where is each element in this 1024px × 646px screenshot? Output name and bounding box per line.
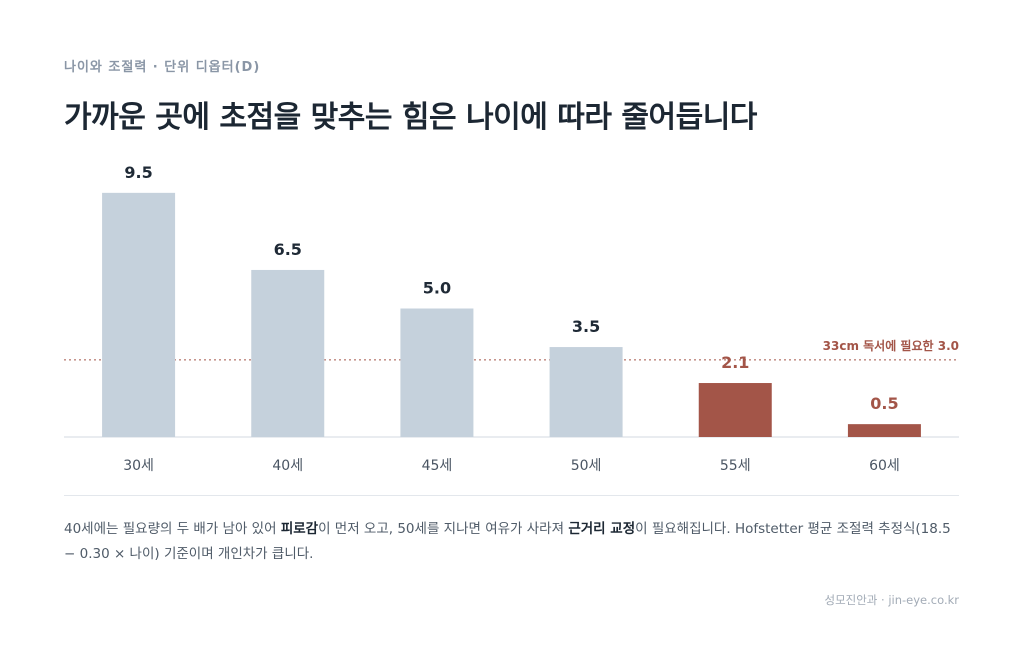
reference-line-label: 33cm 독서에 필요한 3.0	[823, 338, 959, 353]
x-tick-label: 45세	[422, 458, 453, 474]
note-text-3: 이 필요해집니다. Hofstetter 평균 조절력 추정식(18.5 − 0…	[64, 521, 951, 562]
note-emphasis-fatigue: 피로감	[280, 521, 319, 537]
x-tick-label: 55세	[720, 458, 751, 474]
bar-value-label: 2.1	[721, 353, 749, 372]
bar	[698, 383, 772, 437]
bar-value-label: 6.5	[274, 240, 302, 259]
x-tick-label: 50세	[571, 458, 602, 474]
bar-chart: 33cm 독서에 필요한 3.0 9.5 30세 6.5 40세 5.0 45세 3.5 50세…	[64, 163, 959, 474]
note-text-1: 40세에는 필요량의 두 배가 남아 있어	[64, 521, 281, 537]
x-tick-label: 60세	[869, 458, 900, 474]
chart-note: 40세에는 필요량의 두 배가 남아 있어 피로감이 먼저 오고, 50세를 지…	[64, 517, 964, 567]
bar-value-label: 9.5	[124, 163, 152, 182]
bar	[847, 424, 921, 437]
bar-value-label: 3.5	[572, 317, 600, 336]
chart-eyebrow: 나이와 조절력 · 단위 디옵터(D)	[64, 60, 261, 75]
bar-value-label: 5.0	[423, 279, 451, 298]
bar	[251, 269, 325, 437]
bar	[102, 192, 176, 437]
note-text-2: 이 먼저 오고, 50세를 지나면 여유가 사라져	[318, 521, 569, 537]
x-tick-label: 40세	[272, 458, 303, 474]
chart-title: 가까운 곳에 초점을 맞추는 힘은 나이에 따라 줄어듭니다	[64, 100, 757, 135]
bar-value-label: 0.5	[870, 394, 898, 413]
bar	[400, 308, 474, 437]
divider	[64, 495, 959, 496]
note-emphasis-correction: 근거리 교정	[568, 521, 636, 537]
footer-credit: 성모진안과 · jin-eye.co.kr	[824, 593, 959, 607]
x-tick-label: 30세	[123, 458, 154, 474]
bar	[549, 347, 623, 437]
